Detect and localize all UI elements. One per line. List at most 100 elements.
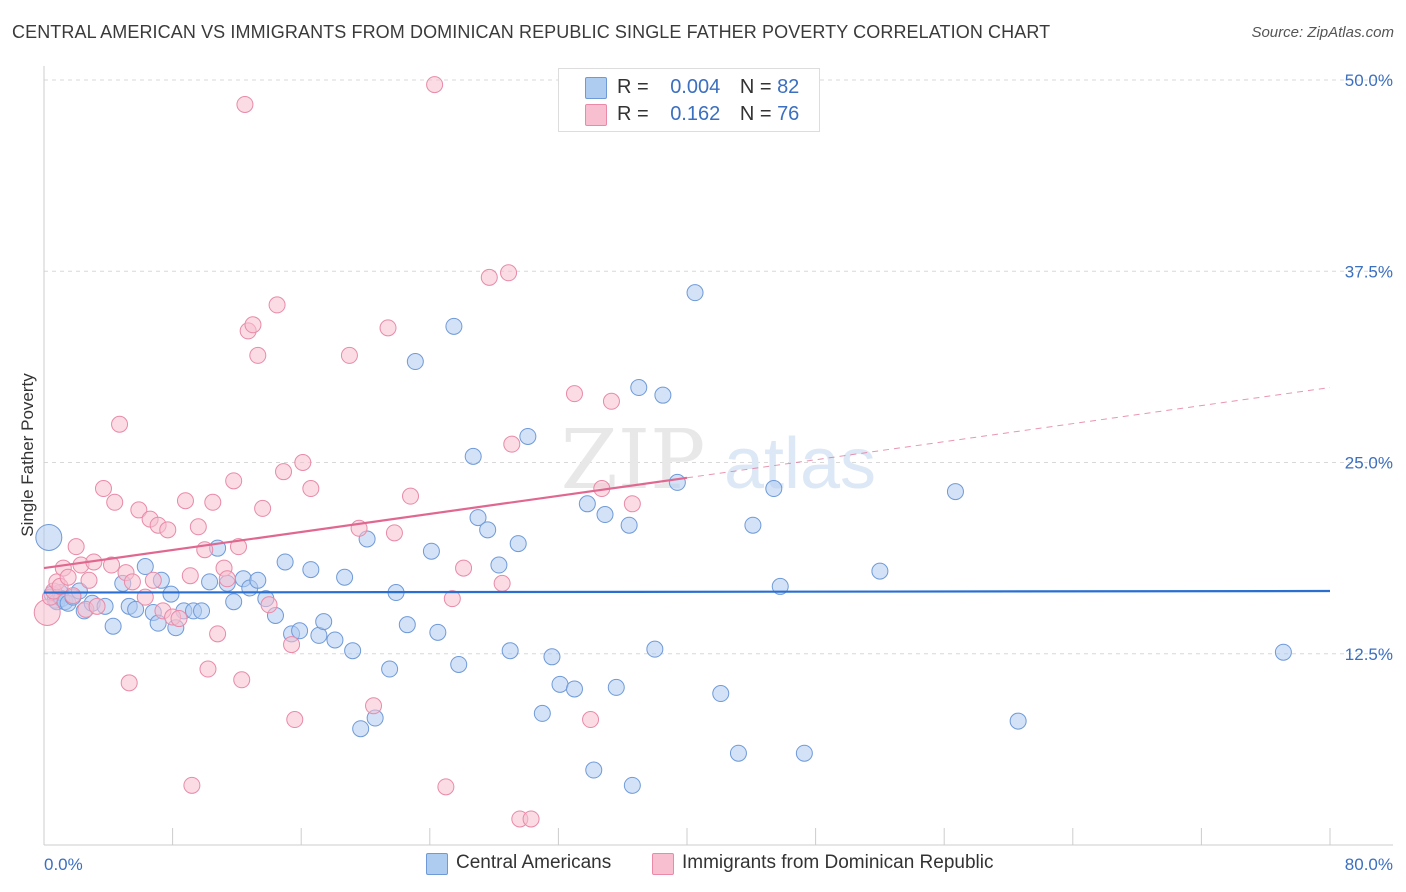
- point-central-americans: [607, 678, 625, 696]
- trend-line-dominican-republic: [43, 476, 688, 570]
- point-central-americans: [249, 571, 267, 589]
- point-dominican-republic: [176, 492, 194, 510]
- point-dominican-republic: [106, 493, 124, 511]
- point-central-americans: [445, 317, 463, 335]
- point-dominican-republic: [500, 264, 518, 282]
- point-central-americans: [162, 585, 180, 603]
- point-central-americans: [1009, 712, 1027, 730]
- watermark: ZIP atlas: [561, 413, 876, 508]
- point-central-americans: [654, 386, 672, 404]
- legend-n-value: 82: [777, 76, 800, 98]
- point-central-americans: [398, 616, 416, 634]
- point-central-americans: [1274, 643, 1292, 661]
- point-central-americans: [35, 523, 63, 551]
- point-central-americans: [127, 600, 145, 618]
- trend-lines: [43, 387, 1331, 594]
- legend-n-value: 76: [777, 103, 800, 125]
- point-central-americans: [479, 521, 497, 539]
- point-dominican-republic: [565, 385, 583, 403]
- point-central-americans: [501, 642, 519, 660]
- point-dominican-republic: [181, 567, 199, 585]
- axes: [43, 66, 1393, 846]
- point-central-americans: [686, 284, 704, 302]
- watermark-atlas: atlas: [724, 424, 876, 504]
- y-tick-label: 37.5%: [1345, 262, 1393, 281]
- point-central-americans: [712, 685, 730, 703]
- point-central-americans: [623, 776, 641, 794]
- point-central-americans: [744, 516, 762, 534]
- point-dominican-republic: [88, 597, 106, 615]
- legend-n-label: N =: [739, 103, 772, 125]
- point-dominican-republic: [623, 495, 641, 513]
- point-central-americans: [630, 379, 648, 397]
- point-central-americans: [565, 680, 583, 698]
- stats-legend: R = 0.004 N = 82 R = 0.162 N = 76: [558, 68, 820, 132]
- y-tick-labels: 12.5% 25.0% 37.5% 50.0%: [1345, 71, 1393, 664]
- trend-line-central-americans: [43, 589, 1331, 594]
- point-dominican-republic: [218, 570, 236, 588]
- point-central-americans: [336, 568, 354, 586]
- point-dominican-republic: [402, 487, 420, 505]
- point-dominican-republic: [80, 571, 98, 589]
- point-dominican-republic: [199, 660, 217, 678]
- point-central-americans: [104, 617, 122, 635]
- source-label: Source: ZipAtlas.com: [1251, 24, 1394, 41]
- point-dominican-republic: [443, 590, 461, 608]
- point-central-americans: [225, 593, 243, 611]
- point-dominican-republic: [144, 571, 162, 589]
- x-tick-max: 80.0%: [1345, 855, 1393, 874]
- y-tick-label: 50.0%: [1345, 71, 1393, 90]
- trend-line-extension-dominican-republic: [686, 387, 1331, 479]
- point-dominican-republic: [426, 76, 444, 94]
- point-dominican-republic: [103, 556, 121, 574]
- legend-r-value: 0.004: [670, 76, 721, 98]
- series-central-americans: [35, 284, 1292, 794]
- point-central-americans: [193, 602, 211, 620]
- point-dominican-republic: [493, 574, 511, 592]
- y-tick-label: 12.5%: [1345, 645, 1393, 664]
- point-central-americans: [771, 577, 789, 595]
- y-tick-label: 25.0%: [1345, 454, 1393, 473]
- point-dominican-republic: [130, 501, 148, 519]
- point-dominican-republic: [385, 524, 403, 542]
- point-dominican-republic: [204, 493, 222, 511]
- x-tick-min: 0.0%: [44, 855, 83, 874]
- bottom-legend-swatch-pink: [652, 853, 674, 875]
- point-central-americans: [381, 660, 399, 678]
- point-central-americans: [422, 542, 440, 560]
- point-central-americans: [326, 631, 344, 649]
- point-dominican-republic: [159, 521, 177, 539]
- point-dominican-republic: [249, 346, 267, 364]
- point-dominican-republic: [111, 415, 129, 433]
- point-central-americans: [315, 613, 333, 631]
- point-central-americans: [585, 761, 603, 779]
- point-central-americans: [276, 553, 294, 571]
- watermark-zip: ZIP: [561, 413, 706, 508]
- point-dominican-republic: [183, 776, 201, 794]
- point-dominican-republic: [379, 319, 397, 337]
- point-central-americans: [946, 483, 964, 501]
- point-dominican-republic: [230, 538, 248, 556]
- point-dominican-republic: [455, 559, 473, 577]
- grid-lines: [44, 79, 1393, 655]
- point-dominican-republic: [294, 454, 312, 471]
- point-dominican-republic: [437, 778, 455, 796]
- point-central-americans: [490, 556, 508, 574]
- point-central-americans: [620, 516, 638, 534]
- point-dominican-republic: [275, 463, 293, 481]
- point-central-americans: [551, 675, 569, 693]
- point-dominican-republic: [302, 480, 320, 498]
- point-dominican-republic: [209, 625, 227, 643]
- point-dominican-republic: [260, 596, 278, 614]
- point-central-americans: [136, 558, 154, 576]
- point-dominican-republic: [522, 810, 540, 828]
- point-dominican-republic: [268, 296, 286, 314]
- legend-n-label: N =: [739, 76, 772, 98]
- point-dominican-republic: [602, 392, 620, 410]
- chart-title: CENTRAL AMERICAN VS IMMIGRANTS FROM DOMI…: [12, 22, 1051, 42]
- point-central-americans: [543, 648, 561, 666]
- point-dominican-republic: [225, 472, 243, 490]
- legend-r-label: R =: [617, 103, 649, 125]
- point-dominican-republic: [120, 674, 138, 692]
- point-central-americans: [406, 353, 424, 371]
